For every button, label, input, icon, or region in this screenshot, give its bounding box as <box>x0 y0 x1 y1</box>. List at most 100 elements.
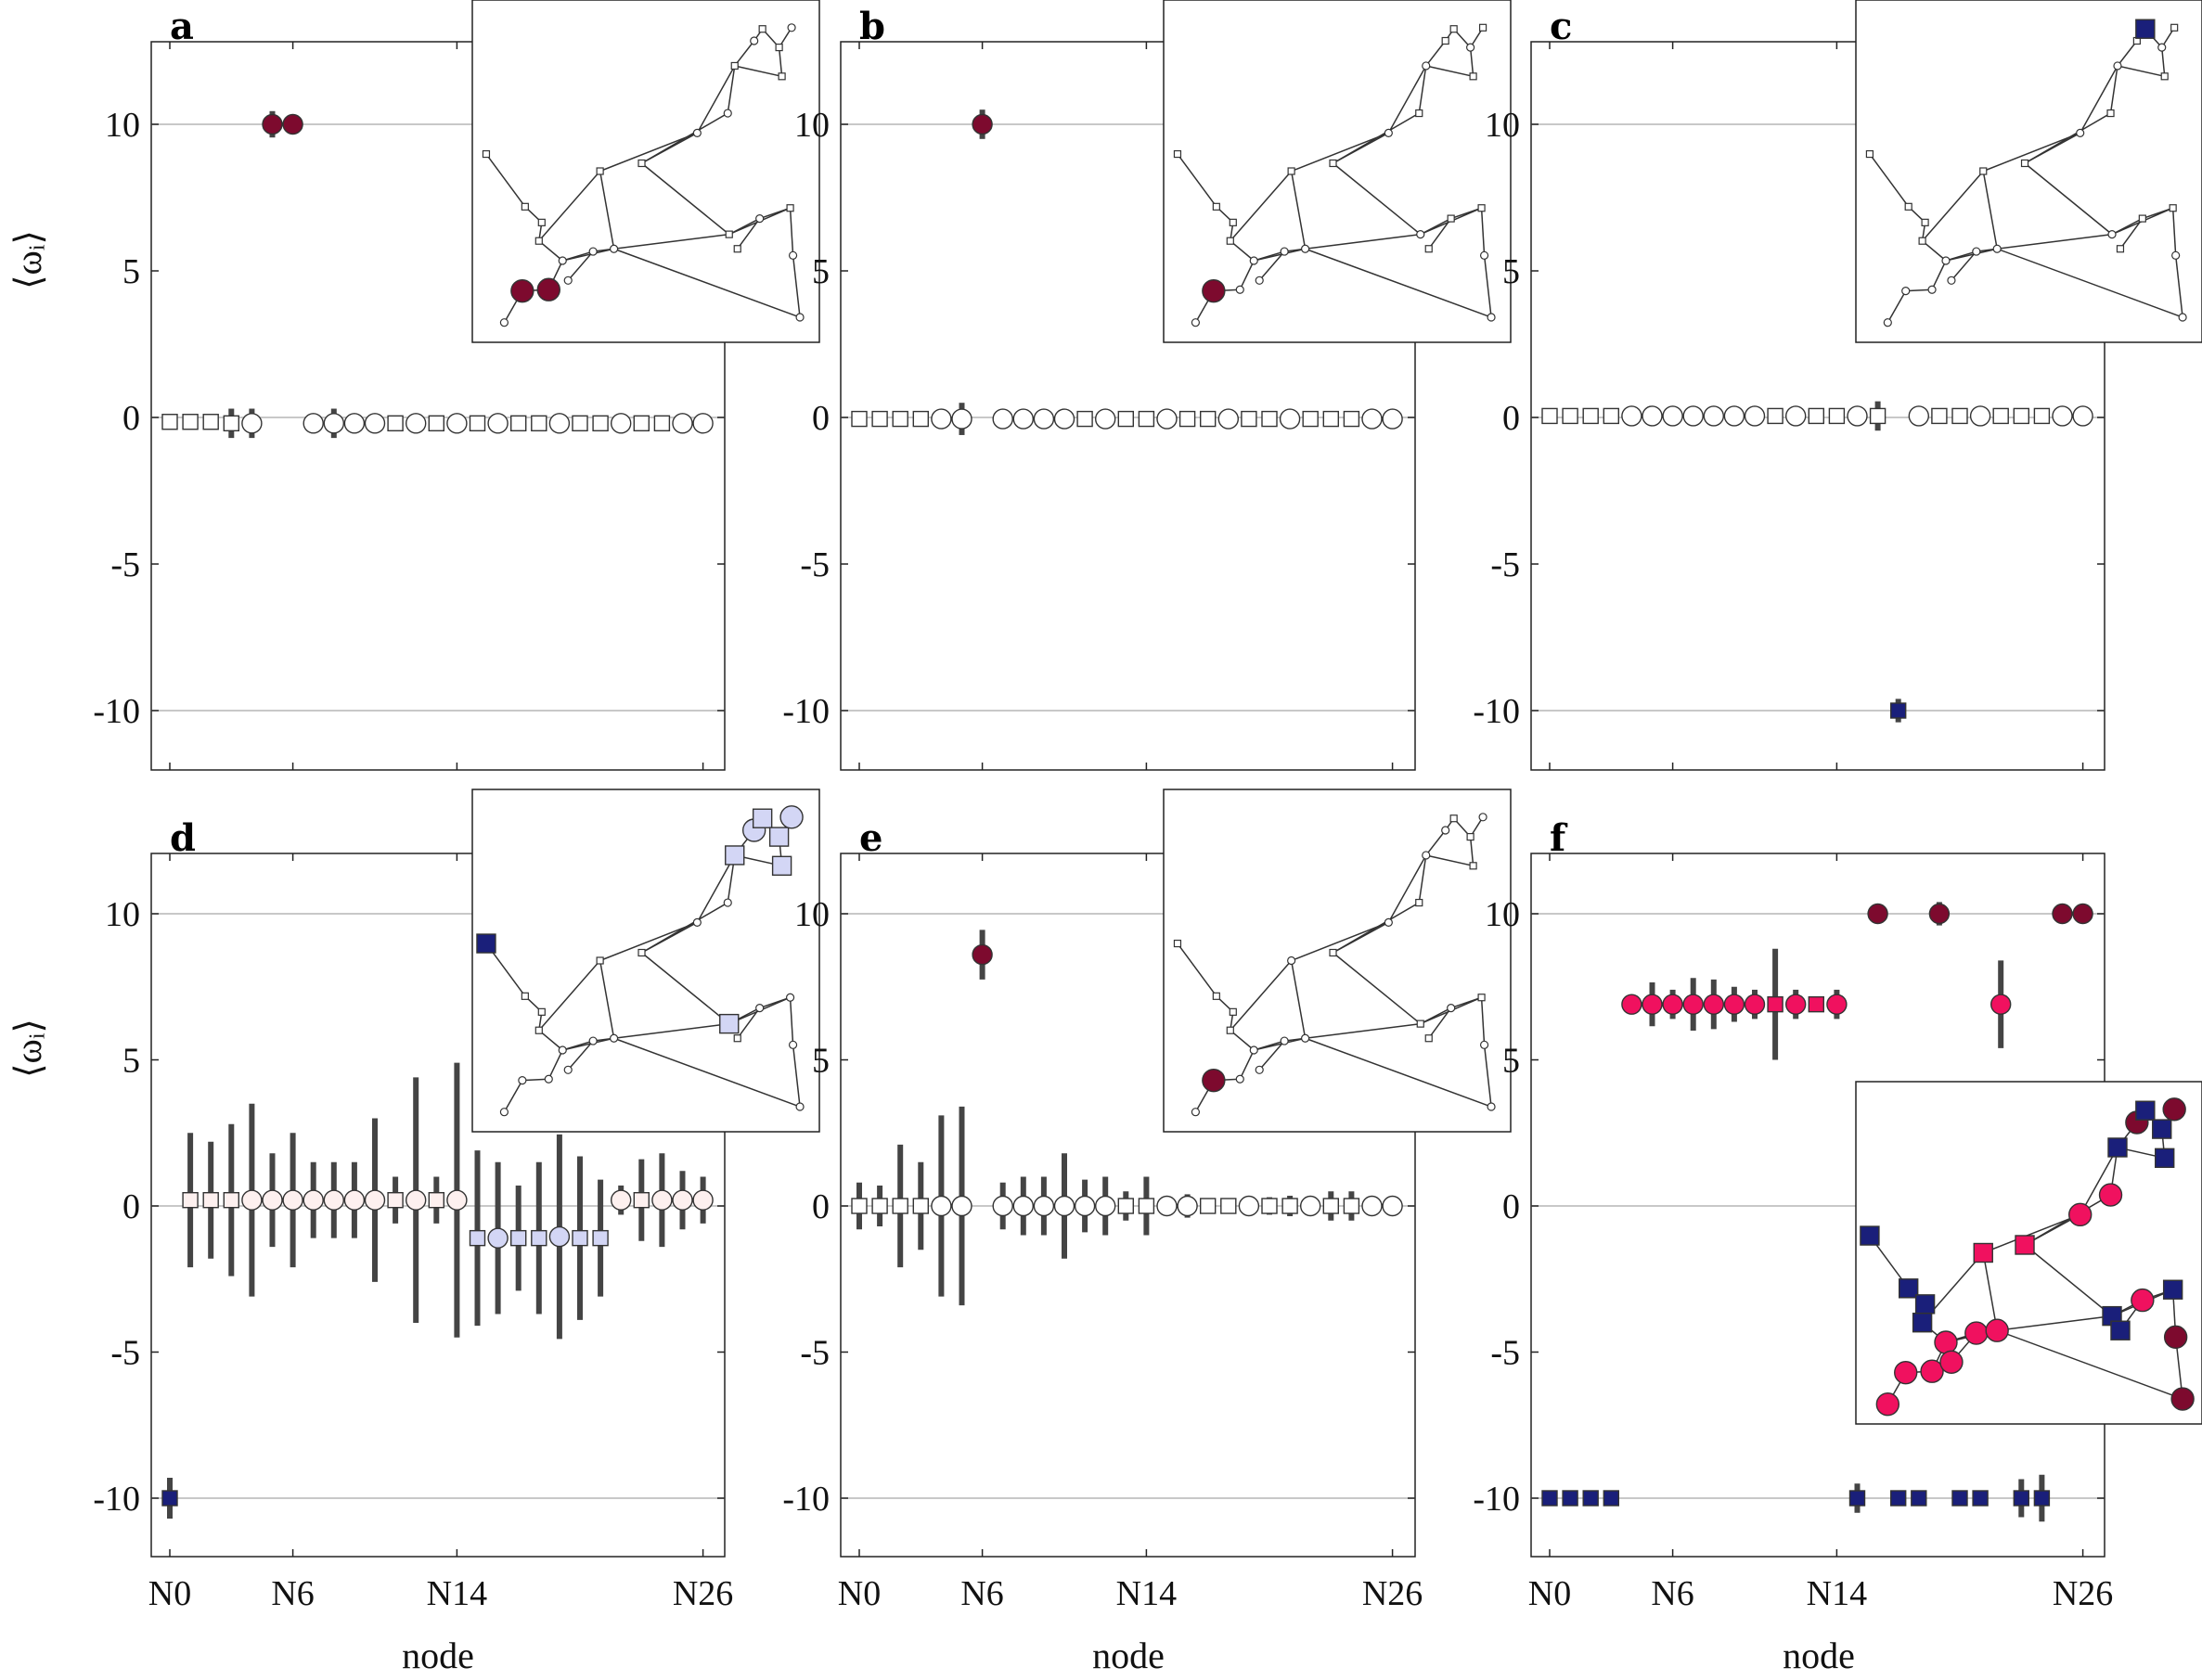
panel-d: 10 5 0 -5 -10 N0 N6 N14 N26 d <box>93 789 820 1613</box>
data-point-square <box>1261 1198 1278 1214</box>
data-point-circle <box>672 413 693 434</box>
network-edge <box>1177 943 1217 997</box>
network-edge <box>1305 248 1492 318</box>
x-tick-label: N26 <box>673 1574 733 1613</box>
network-edge <box>1418 854 1427 904</box>
y-tick-label: 10 <box>105 106 140 145</box>
network-edge <box>696 854 736 923</box>
network-edge <box>1425 854 1474 867</box>
network-edge <box>1177 153 1217 208</box>
network-node <box>1212 202 1220 211</box>
data-point-circle <box>1784 994 1807 1015</box>
network-node <box>1229 1007 1237 1016</box>
data-point-square <box>892 1198 908 1214</box>
y-tick-label: 0 <box>122 399 140 438</box>
network-node-highlight <box>2110 1320 2131 1340</box>
data-point-square <box>1828 407 1846 425</box>
data-point-square <box>1808 995 1825 1013</box>
network-node-highlight <box>1875 1392 1900 1417</box>
network-edge <box>2080 1147 2118 1215</box>
network-node <box>1191 318 1201 327</box>
network-edge <box>696 65 736 134</box>
network-edge <box>1931 260 1947 290</box>
data-point-circle <box>1662 994 1683 1015</box>
data-point-square <box>531 415 547 432</box>
data-point-square <box>1869 407 1887 425</box>
network-node-highlight <box>2131 1288 2155 1313</box>
data-point-square <box>1767 995 1783 1013</box>
data-point-square <box>912 410 929 428</box>
network-node-highlight <box>510 278 534 303</box>
data-point-square <box>510 1229 527 1247</box>
panel-label: b <box>859 5 885 48</box>
data-point-square <box>223 1191 240 1209</box>
network-edge <box>1305 233 1421 250</box>
data-point-square <box>1911 1490 1927 1507</box>
network-edge <box>789 997 794 1045</box>
data-point-square <box>1199 1198 1217 1214</box>
data-point-circle <box>1703 994 1725 1015</box>
network-node <box>2116 245 2125 253</box>
network-edge <box>1333 162 1422 236</box>
data-point-circle <box>1723 405 1745 427</box>
data-point-circle <box>1744 994 1766 1015</box>
network-edge <box>613 1022 729 1039</box>
network-edge <box>1996 248 2183 318</box>
network-node <box>1300 244 1310 253</box>
panel-label: d <box>170 816 196 860</box>
data-point-circle <box>1928 903 1951 925</box>
network-edge <box>727 65 736 114</box>
y-tick-label: 10 <box>105 895 140 934</box>
data-point-square <box>182 414 199 430</box>
network-node <box>1226 1026 1234 1034</box>
network-node <box>785 993 795 1002</box>
data-point-circle <box>972 943 993 966</box>
network-node <box>1424 245 1433 253</box>
data-point-circle <box>1053 1195 1075 1217</box>
network-edge <box>538 1030 563 1051</box>
network-node <box>1947 276 1956 285</box>
network-node-highlight <box>2135 1100 2156 1121</box>
y-tick-label: -10 <box>93 1480 140 1519</box>
data-point-circle <box>364 1189 386 1211</box>
data-point-square <box>1076 410 1093 428</box>
inset-network-map <box>471 0 820 343</box>
network-node <box>563 1065 573 1074</box>
data-point-square <box>1343 410 1360 428</box>
inset-network-map <box>1163 0 1512 343</box>
x-tick-label: N6 <box>1651 1574 1693 1613</box>
data-point-square <box>1582 407 1599 425</box>
network-edge <box>1869 153 1910 208</box>
network-edge <box>599 171 615 250</box>
network-edge <box>1425 829 1447 856</box>
data-point-circle <box>1033 1195 1055 1217</box>
data-point-circle <box>282 1189 303 1211</box>
network-edge <box>522 1078 549 1082</box>
x-axis-label: node <box>1092 1635 1165 1676</box>
data-point-circle <box>487 1227 509 1249</box>
data-point-circle <box>1053 408 1075 430</box>
data-point-square <box>1117 410 1135 428</box>
network-edge <box>1425 40 1447 67</box>
inset-frame <box>1855 0 2202 343</box>
network-edge <box>1333 112 1420 164</box>
data-point-circle <box>1642 405 1663 427</box>
network-node <box>692 917 702 927</box>
network-node <box>1384 128 1393 137</box>
network-edge <box>1982 171 1998 250</box>
network-node <box>1422 851 1431 860</box>
network-edge <box>737 1007 761 1039</box>
network-node-highlight <box>1964 1321 1989 1345</box>
data-point-square <box>202 414 219 430</box>
network-node-highlight <box>2015 1235 2035 1255</box>
network-node <box>1469 862 1477 870</box>
network-node-highlight <box>2152 1119 2172 1139</box>
network-edge <box>503 1080 523 1113</box>
network-node <box>758 25 766 33</box>
network-edge <box>1922 240 1947 262</box>
network-node <box>2169 204 2177 212</box>
y-tick-label: 0 <box>122 1187 140 1226</box>
network-edge <box>1450 996 1482 1009</box>
network-node <box>1918 237 1926 245</box>
network-edge <box>1428 218 1452 250</box>
